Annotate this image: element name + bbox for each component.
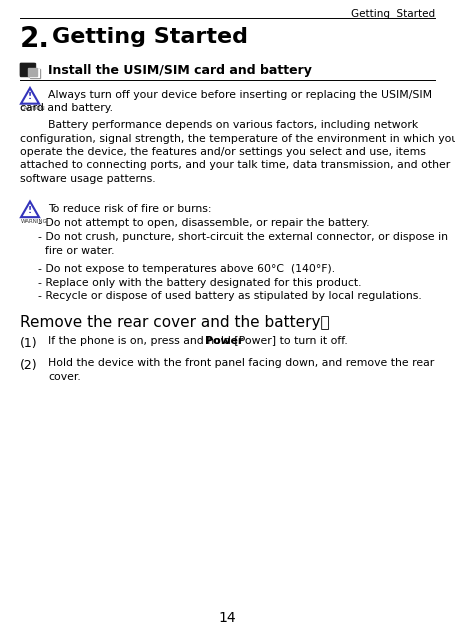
Text: fire or water.: fire or water.	[38, 246, 115, 255]
Text: 2.: 2.	[20, 25, 50, 53]
Text: Remove the rear cover and the battery：: Remove the rear cover and the battery：	[20, 314, 329, 330]
Text: (2): (2)	[20, 358, 38, 371]
Text: !: !	[28, 206, 32, 215]
Text: !: !	[28, 92, 32, 101]
Text: Install the USIM/SIM card and battery: Install the USIM/SIM card and battery	[48, 64, 312, 77]
Text: software usage patterns.: software usage patterns.	[20, 174, 156, 184]
Text: Battery performance depends on various factors, including network: Battery performance depends on various f…	[20, 120, 418, 130]
Polygon shape	[21, 202, 39, 217]
Text: - Recycle or dispose of used battery as stipulated by local regulations.: - Recycle or dispose of used battery as …	[38, 291, 422, 301]
Bar	[30, 69, 40, 78]
Text: (1): (1)	[20, 337, 38, 349]
Text: To reduce risk of fire or burns:: To reduce risk of fire or burns:	[48, 204, 212, 214]
Text: 14: 14	[218, 611, 236, 625]
Text: Power: Power	[205, 337, 243, 346]
Bar	[28, 68, 37, 76]
Text: WARNING: WARNING	[21, 219, 48, 224]
Bar	[30, 69, 40, 78]
Text: operate the device, the features and/or settings you select and use, items: operate the device, the features and/or …	[20, 147, 426, 157]
Polygon shape	[21, 88, 39, 104]
Text: Getting Started: Getting Started	[52, 27, 248, 47]
Text: CAUTION: CAUTION	[21, 106, 46, 111]
Text: configuration, signal strength, the temperature of the environment in which you: configuration, signal strength, the temp…	[20, 134, 455, 143]
Text: Hold the device with the front panel facing down, and remove the rear: Hold the device with the front panel fac…	[48, 358, 434, 369]
Text: card and battery.: card and battery.	[20, 103, 113, 113]
Bar	[20, 63, 34, 75]
Text: - Do not attempt to open, disassemble, or repair the battery.: - Do not attempt to open, disassemble, o…	[38, 218, 369, 228]
Text: Always turn off your device before inserting or replacing the USIM/SIM: Always turn off your device before inser…	[48, 90, 432, 100]
Text: cover.: cover.	[48, 372, 81, 382]
Text: If the phone is on, press and hold [Power] to turn it off.: If the phone is on, press and hold [Powe…	[48, 337, 348, 346]
Text: attached to connecting ports, and your talk time, data transmission, and other: attached to connecting ports, and your t…	[20, 161, 450, 170]
Text: - Do not expose to temperatures above 60°C  (140°F).: - Do not expose to temperatures above 60…	[38, 264, 335, 274]
Text: Getting  Started: Getting Started	[351, 9, 435, 19]
Bar	[20, 63, 35, 76]
Text: - Do not crush, puncture, short-circuit the external connector, or dispose in: - Do not crush, puncture, short-circuit …	[38, 232, 448, 242]
Text: - Replace only with the battery designated for this product.: - Replace only with the battery designat…	[38, 278, 362, 287]
